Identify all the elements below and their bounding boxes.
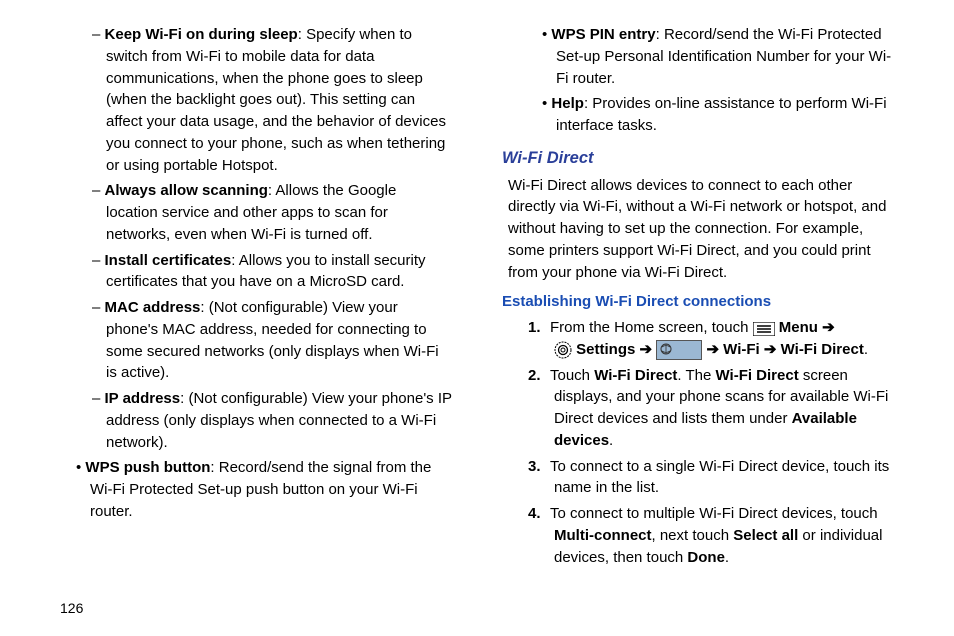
step-number: 2. xyxy=(528,365,550,387)
step-item: 1.From the Home screen, touch Menu ➔ Set… xyxy=(502,317,894,361)
arrow-icon: ➔ xyxy=(764,341,777,358)
t: . xyxy=(609,432,613,449)
bullet-item: WPS push button: Record/send the signal … xyxy=(60,457,452,522)
item-label: IP address xyxy=(105,390,181,407)
step-item: 3.To connect to a single Wi-Fi Direct de… xyxy=(502,456,894,500)
dash-item: MAC address: (Not configurable) View you… xyxy=(60,297,452,384)
bullet-item: WPS PIN entry: Record/send the Wi-Fi Pro… xyxy=(502,24,894,89)
t: To connect to multiple Wi-Fi Direct devi… xyxy=(550,505,878,522)
dash-item: Install certificates: Allows you to inst… xyxy=(60,250,452,294)
dash-item: Always allow scanning: Allows the Google… xyxy=(60,180,452,245)
item-label: Help xyxy=(551,95,584,112)
t: . The xyxy=(677,367,715,384)
item-label: MAC address xyxy=(105,299,201,316)
item-text: : Specify when to switch from Wi-Fi to m… xyxy=(106,26,446,174)
t: Wi-Fi Direct xyxy=(716,367,799,384)
right-column: WPS PIN entry: Record/send the Wi-Fi Pro… xyxy=(502,24,894,636)
step-text: To connect to a single Wi-Fi Direct devi… xyxy=(550,458,889,497)
t: Select all xyxy=(733,527,798,544)
intro-paragraph: Wi-Fi Direct allows devices to connect t… xyxy=(502,175,894,284)
step-number: 4. xyxy=(528,503,550,525)
left-column: Keep Wi-Fi on during sleep: Specify when… xyxy=(60,24,452,636)
t: , next touch xyxy=(652,527,734,544)
wifi-label: Wi-Fi xyxy=(719,341,764,358)
menu-icon xyxy=(753,321,775,335)
page-number: 126 xyxy=(60,600,83,616)
arrow-icon: ➔ xyxy=(822,319,835,336)
dash-item: IP address: (Not configurable) View your… xyxy=(60,388,452,453)
menu-label: Menu xyxy=(775,319,823,336)
gear-icon xyxy=(554,341,572,359)
step-text: From the Home screen, touch xyxy=(550,319,753,336)
t: Done xyxy=(687,549,725,566)
connections-icon xyxy=(656,340,702,360)
t: Multi-connect xyxy=(554,527,652,544)
item-label: Install certificates xyxy=(105,252,232,269)
dash-item: Keep Wi-Fi on during sleep: Specify when… xyxy=(60,24,452,176)
item-label: Keep Wi-Fi on during sleep xyxy=(105,26,298,43)
step-item: 4.To connect to multiple Wi-Fi Direct de… xyxy=(502,503,894,568)
page: Keep Wi-Fi on during sleep: Specify when… xyxy=(0,0,954,636)
t: . xyxy=(725,549,729,566)
step-item: 2.Touch Wi-Fi Direct. The Wi-Fi Direct s… xyxy=(502,365,894,452)
section-title: Wi-Fi Direct xyxy=(502,147,894,171)
arrow-icon: ➔ xyxy=(706,341,719,358)
settings-label: Settings xyxy=(576,341,639,358)
step-number: 1. xyxy=(528,317,550,339)
arrow-icon: ➔ xyxy=(640,341,653,358)
item-text: : Provides on-line assistance to perform… xyxy=(556,95,887,134)
subheading: Establishing Wi-Fi Direct connections xyxy=(502,291,894,313)
item-label: WPS push button xyxy=(85,459,210,476)
t: Touch xyxy=(550,367,594,384)
bullet-item: Help: Provides on-line assistance to per… xyxy=(502,93,894,137)
wifi-direct-label: Wi-Fi Direct xyxy=(776,341,863,358)
item-label: Always allow scanning xyxy=(105,182,268,199)
t: Wi-Fi Direct xyxy=(594,367,677,384)
item-label: WPS PIN entry xyxy=(551,26,655,43)
step-number: 3. xyxy=(528,456,550,478)
